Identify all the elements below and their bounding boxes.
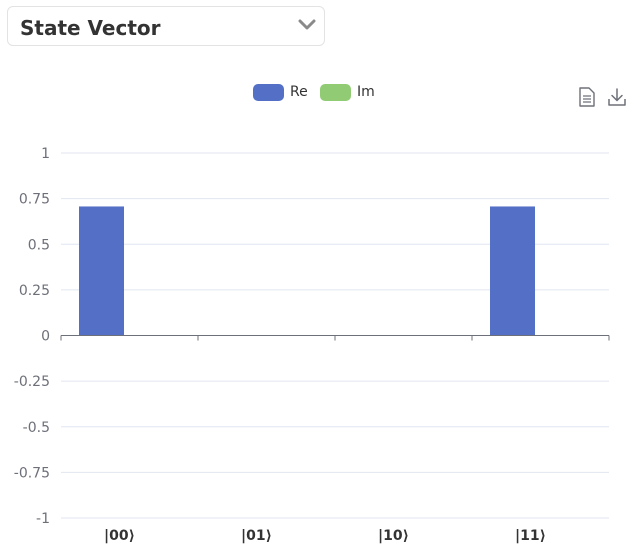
x-category-label: |11⟩ xyxy=(515,528,546,544)
legend-swatch-re xyxy=(253,84,284,101)
document-icon[interactable] xyxy=(576,86,598,108)
legend-swatch-im xyxy=(320,84,351,101)
y-tick-label: -0.5 xyxy=(23,420,50,436)
y-tick-label: 0.75 xyxy=(19,192,50,208)
bar-re-0 xyxy=(79,206,124,336)
y-tick-label: 1 xyxy=(41,146,50,162)
state-vector-select[interactable]: State Vector xyxy=(7,6,325,46)
chart-legend: Re Im xyxy=(253,83,393,103)
y-tick-label: -1 xyxy=(36,511,50,527)
y-tick-label: 0.5 xyxy=(28,237,50,253)
y-tick-label: 0 xyxy=(41,329,50,345)
legend-label-im: Im xyxy=(357,84,375,100)
y-tick-label: 0.25 xyxy=(19,283,50,299)
y-tick-label: -0.75 xyxy=(14,465,50,481)
chevron-down-icon xyxy=(298,19,316,30)
bar-re-3 xyxy=(490,206,535,336)
selected-view-label: State Vector xyxy=(20,16,161,40)
x-category-label: |00⟩ xyxy=(104,528,135,544)
download-icon[interactable] xyxy=(606,86,628,108)
legend-label-re: Re xyxy=(290,84,308,100)
x-category-label: |10⟩ xyxy=(378,528,409,544)
x-category-label: |01⟩ xyxy=(241,528,272,544)
y-tick-label: -0.25 xyxy=(14,374,50,390)
